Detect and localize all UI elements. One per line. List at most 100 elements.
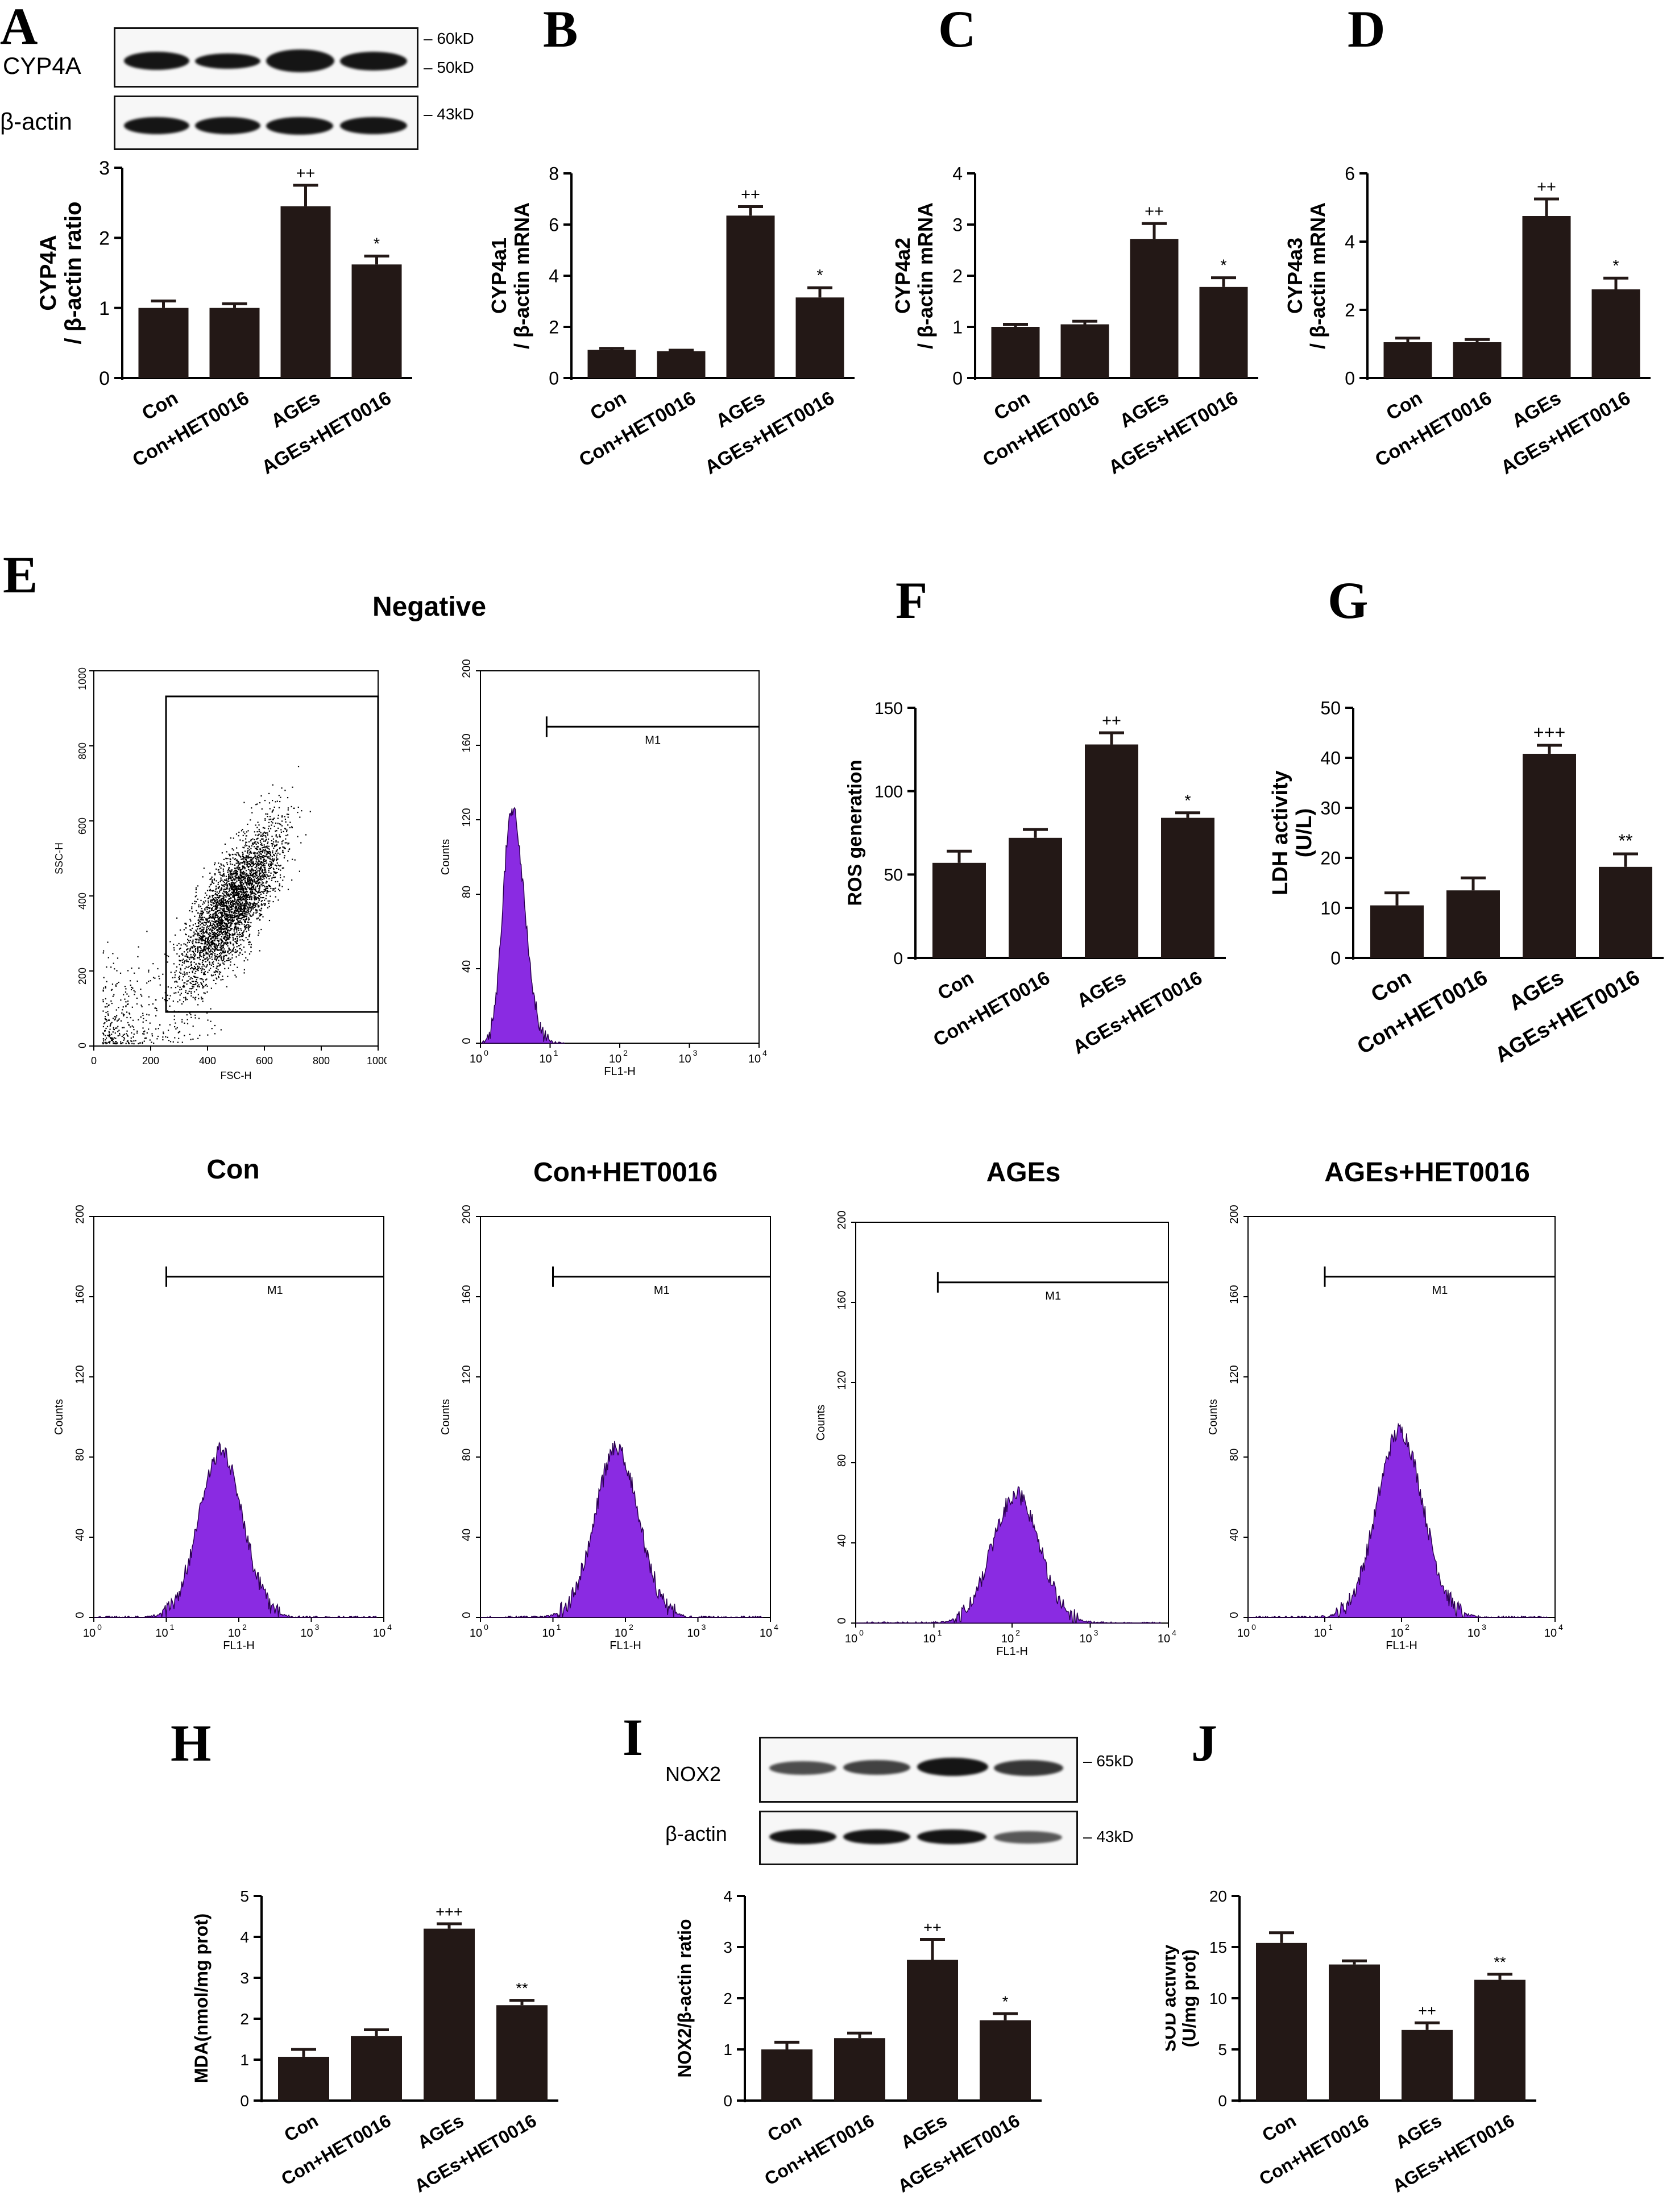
- scatter-dot: [209, 920, 210, 922]
- scatter-dot: [246, 884, 248, 886]
- scatter-dot: [249, 881, 251, 882]
- scatter-dot: [252, 892, 254, 894]
- scatter-dot: [206, 911, 208, 912]
- scatter-dot: [211, 975, 213, 977]
- scatter-dot: [190, 1014, 192, 1015]
- scatter-dot: [293, 807, 295, 809]
- x-tick-label: 10: [845, 1633, 857, 1645]
- scatter-dot: [168, 998, 170, 1000]
- scatter-dot: [259, 863, 260, 865]
- scatter-dot: [113, 1041, 114, 1043]
- scatter-dot: [184, 1022, 185, 1024]
- scatter-dot: [187, 980, 189, 982]
- scatter-dot: [115, 1016, 117, 1018]
- scatter-dot: [201, 970, 202, 972]
- scatter-dot: [234, 952, 236, 953]
- scatter-dot: [234, 928, 236, 929]
- scatter-dot: [183, 962, 185, 964]
- scatter-dot: [221, 939, 222, 941]
- band: [769, 1761, 836, 1775]
- scatter-dot: [248, 922, 250, 923]
- scatter-dot: [264, 865, 266, 866]
- scatter-dot: [204, 916, 205, 918]
- scatter-dot: [220, 923, 222, 925]
- scatter-dot: [196, 930, 198, 932]
- scatter-dot: [185, 997, 186, 998]
- scatter-dot: [134, 972, 135, 974]
- scatter-dot: [238, 868, 240, 870]
- significance-mark: **: [516, 1979, 528, 1997]
- scatter-dot: [238, 893, 240, 895]
- scatter-dot: [225, 950, 226, 952]
- scatter-dot: [218, 971, 220, 973]
- scatter-dot: [251, 886, 252, 888]
- x-tick-label: 1000: [367, 1055, 387, 1066]
- scatter-dot: [208, 949, 209, 951]
- scatter-dot: [189, 929, 191, 931]
- gate-region: [165, 695, 379, 1013]
- scatter-dot: [230, 894, 232, 895]
- scatter-dot: [218, 917, 219, 919]
- scatter-dot: [235, 854, 237, 856]
- scatter-dot: [177, 991, 179, 993]
- scatter-dot: [236, 886, 238, 888]
- scatter-dot: [188, 935, 190, 937]
- scatter-dot: [174, 972, 176, 973]
- scatter-dot: [194, 954, 197, 956]
- scatter-dot: [247, 852, 248, 854]
- scatter-dot: [219, 902, 221, 903]
- scatter-dot: [202, 911, 205, 913]
- scatter-dot: [218, 920, 219, 922]
- scatter-dot: [208, 935, 210, 937]
- histogram-curve: [480, 1441, 764, 1619]
- scatter-dot: [102, 1040, 105, 1042]
- scatter-dot: [220, 868, 222, 869]
- scatter-dot: [231, 885, 233, 886]
- scatter-dot: [249, 889, 251, 890]
- scatter-dot: [206, 925, 209, 927]
- scatter-dot: [250, 903, 252, 904]
- scatter-dot: [256, 839, 258, 840]
- y-tick-label: 10: [1320, 898, 1341, 919]
- scatter-dot: [193, 952, 194, 954]
- y-tick-label: 800: [77, 742, 88, 760]
- scatter-dot: [202, 986, 204, 988]
- scatter-dot: [256, 865, 258, 867]
- scatter-dot: [230, 909, 231, 911]
- scatter-dot: [286, 842, 288, 844]
- scatter-dot: [195, 929, 197, 931]
- scatter-dot: [219, 924, 221, 926]
- scatter-dot: [235, 907, 237, 909]
- scatter-dot: [255, 848, 258, 850]
- scatter-dot: [230, 958, 231, 960]
- scatter-dot: [208, 954, 210, 956]
- scatter-dot: [230, 908, 233, 911]
- scatter-dot: [240, 874, 242, 875]
- scatter-dot: [235, 886, 237, 888]
- scatter-dot: [276, 845, 277, 846]
- scatter-dot: [261, 862, 263, 864]
- scatter-dot: [186, 983, 188, 985]
- scatter-dot: [202, 913, 204, 915]
- scatter-dot: [283, 876, 285, 878]
- scatter-dot: [201, 983, 202, 985]
- scatter-dot: [253, 912, 255, 914]
- scatter-dot: [275, 864, 276, 866]
- scatter-dot: [248, 866, 250, 868]
- band: [994, 1760, 1063, 1776]
- scatter-dot: [271, 856, 273, 857]
- scatter-dot: [243, 940, 244, 941]
- scatter-dot: [109, 1040, 111, 1043]
- scatter-dot: [115, 984, 117, 986]
- scatter-dot: [264, 827, 266, 829]
- scatter-dot: [273, 854, 275, 856]
- scatter-dot: [238, 916, 239, 918]
- scatter-dot: [267, 838, 270, 840]
- scatter-dot: [238, 865, 239, 866]
- scatter-dot: [241, 881, 243, 883]
- scatter-dot: [212, 881, 213, 882]
- scatter-dot: [205, 900, 206, 902]
- scatter-dot: [197, 942, 199, 944]
- scatter-dot: [186, 998, 188, 1001]
- scatter-dot: [247, 886, 248, 888]
